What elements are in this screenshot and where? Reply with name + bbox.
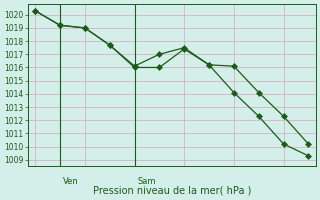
Text: Ven: Ven	[63, 178, 78, 187]
Text: Sam: Sam	[137, 178, 156, 187]
X-axis label: Pression niveau de la mer( hPa ): Pression niveau de la mer( hPa )	[92, 186, 251, 196]
